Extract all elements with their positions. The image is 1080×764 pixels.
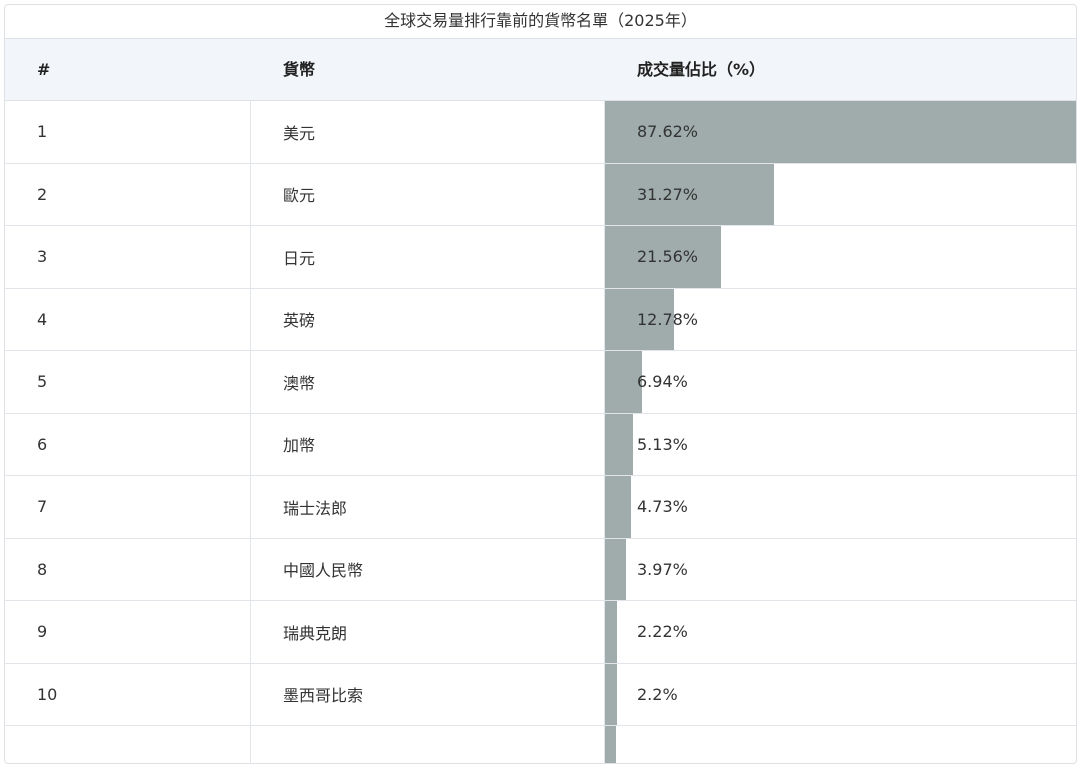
share-cell (605, 726, 1076, 763)
table-row: 10 墨西哥比索 2.2% (5, 663, 1076, 726)
rank-cell: 10 (5, 663, 251, 725)
rank-cell: 8 (5, 538, 251, 600)
share-value: 2.22% (637, 622, 688, 642)
currency-table: 全球交易量排行靠前的貨幣名單（2025年） # 貨幣 成交量佔比（%） 1 美元 8… (4, 4, 1077, 764)
currency-cell: 加幣 (251, 413, 605, 475)
table-row: 1 美元 87.62% (5, 101, 1076, 164)
currency-cell: 瑞士法郎 (251, 476, 605, 538)
share-bar (605, 163, 774, 225)
share-cell: 31.27% (605, 164, 1076, 226)
share-cell: 12.78% (605, 289, 1076, 351)
share-value: 12.78% (637, 309, 699, 329)
rank-cell: 2 (5, 163, 251, 225)
share-bar (605, 663, 617, 725)
currency-cell: 澳幣 (251, 351, 605, 413)
share-value: 31.27% (637, 184, 699, 204)
share-bar (605, 351, 643, 413)
share-bar (605, 101, 1076, 163)
share-value: 3.97% (637, 559, 688, 579)
table-row (5, 726, 1076, 763)
share-cell: 21.56% (605, 226, 1076, 288)
rank-cell: 4 (5, 288, 251, 350)
share-value: 5.13% (637, 434, 688, 454)
rank-cell: 7 (5, 476, 251, 538)
header-share[interactable]: 成交量佔比（%） (637, 60, 766, 79)
rank-cell: 5 (5, 351, 251, 413)
table-row: 2 歐元 31.27% (5, 163, 1076, 226)
table-row: 9 瑞典克朗 2.22% (5, 601, 1076, 664)
currency-cell: 瑞典克朗 (251, 601, 605, 663)
rank-cell: 3 (5, 226, 251, 288)
share-cell: 5.13% (605, 414, 1076, 476)
table-caption: 全球交易量排行靠前的貨幣名單（2025年） (5, 5, 1076, 39)
share-value: 6.94% (637, 372, 688, 392)
share-value: 87.62% (637, 122, 699, 142)
share-bar (605, 226, 722, 288)
share-cell: 6.94% (605, 351, 1076, 413)
share-value: 21.56% (637, 247, 699, 267)
rank-cell: 6 (5, 413, 251, 475)
share-cell: 3.97% (605, 539, 1076, 601)
share-cell: 4.73% (605, 476, 1076, 538)
share-cell: 2.22% (605, 601, 1076, 663)
share-bar (605, 601, 617, 663)
share-value: 4.73% (637, 497, 688, 517)
table-body: 1 美元 87.62% 2 歐元 31.27% 3 日元 21.56% 4 英磅 12.78% 5 澳幣 6… (5, 101, 1076, 763)
rank-cell (5, 726, 251, 763)
currency-cell: 英磅 (251, 288, 605, 350)
share-cell: 87.62% (605, 101, 1076, 163)
currency-cell: 中國人民幣 (251, 538, 605, 600)
header-rank[interactable]: # (37, 60, 51, 79)
rank-cell: 1 (5, 101, 251, 163)
share-value: 2.2% (637, 684, 678, 704)
table-row: 8 中國人民幣 3.97% (5, 538, 1076, 601)
share-bar (605, 476, 631, 538)
share-bar (605, 413, 633, 475)
table-row: 6 加幣 5.13% (5, 413, 1076, 476)
share-bar (605, 538, 627, 600)
share-cell: 2.2% (605, 664, 1076, 726)
rank-cell: 9 (5, 601, 251, 663)
table-header-row: # 貨幣 成交量佔比（%） (5, 39, 1076, 101)
currency-cell (251, 726, 605, 763)
currency-cell: 美元 (251, 101, 605, 163)
currency-cell: 歐元 (251, 163, 605, 225)
currency-cell: 日元 (251, 226, 605, 288)
table-row: 7 瑞士法郎 4.73% (5, 476, 1076, 539)
table-row: 4 英磅 12.78% (5, 288, 1076, 351)
table-row: 5 澳幣 6.94% (5, 351, 1076, 414)
header-currency[interactable]: 貨幣 (283, 60, 316, 79)
table-row: 3 日元 21.56% (5, 226, 1076, 289)
currency-cell: 墨西哥比索 (251, 663, 605, 725)
share-bar (605, 288, 674, 350)
